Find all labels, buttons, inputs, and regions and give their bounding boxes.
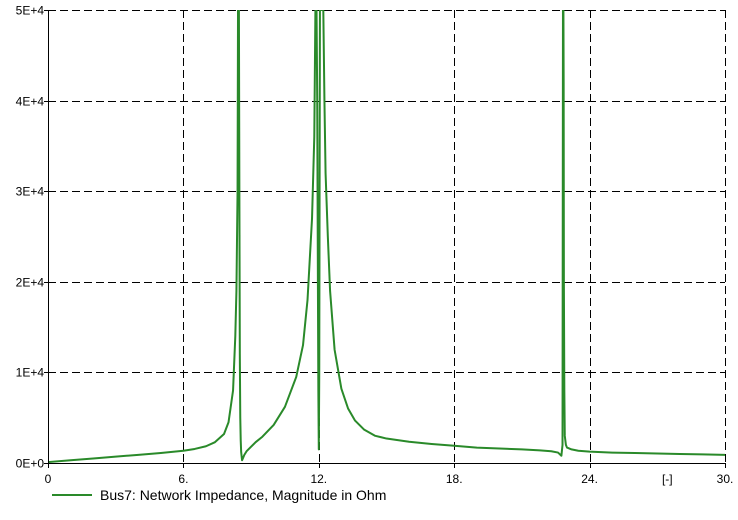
legend-label: Bus7: Network Impedance, Magnitude in Oh… (100, 487, 386, 503)
x-tick-label: 6. (178, 472, 188, 486)
y-tick-label: 2E+4 (16, 276, 45, 290)
legend: Bus7: Network Impedance, Magnitude in Oh… (52, 487, 386, 503)
axes (44, 10, 726, 468)
y-tick-label: 1E+4 (16, 366, 45, 380)
x-unit-label: [-] (662, 472, 673, 486)
y-tick-label: 0E+0 (16, 457, 45, 471)
y-tick-label: 5E+4 (16, 4, 45, 18)
x-tick-label: 24. (581, 472, 598, 486)
y-tick-label: 4E+4 (16, 95, 45, 109)
tick-labels: 0 6. 12. 18. 24. 30. 0E+0 1E+4 2E+4 3E+4 4E+4 5E+4 [… (16, 4, 734, 487)
x-tick-label: 12. (310, 472, 327, 486)
grid (48, 10, 726, 463)
series-line (48, 10, 725, 463)
y-tick-label: 3E+4 (16, 185, 45, 199)
x-tick-label: 0 (45, 472, 52, 486)
x-tick-label: 18. (446, 472, 463, 486)
x-tick-label: 30. (717, 472, 734, 486)
series-layer (48, 10, 725, 463)
